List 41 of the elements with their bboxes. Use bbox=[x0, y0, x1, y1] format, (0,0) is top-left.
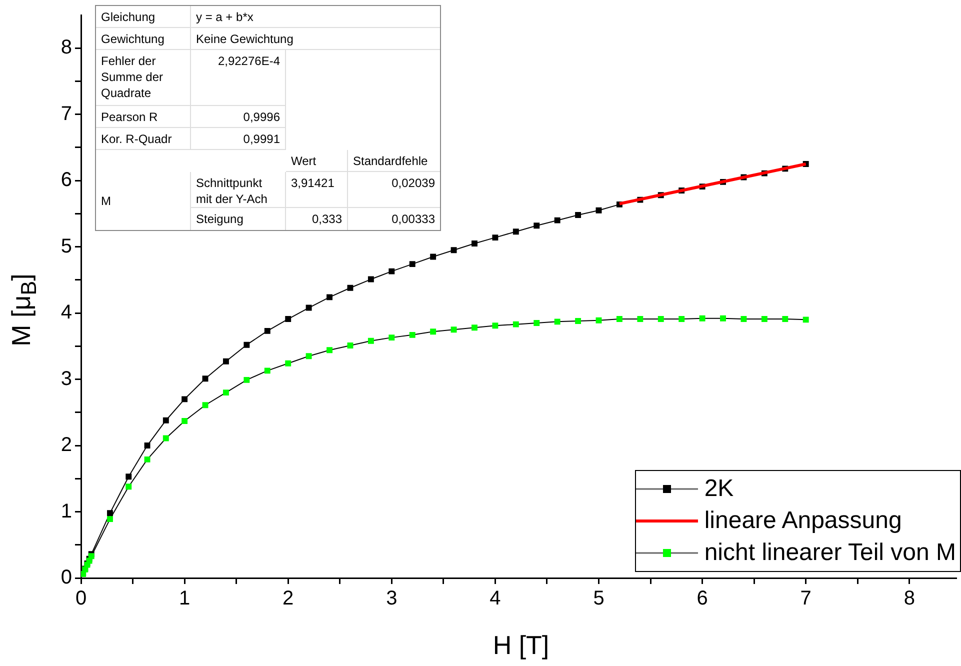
x-tick-label: 5 bbox=[593, 588, 604, 610]
x-tick-label: 6 bbox=[696, 588, 708, 610]
x-axis-title: H [T] bbox=[492, 630, 550, 661]
annotation: 0,02039 bbox=[392, 175, 435, 191]
y-tick-label: 0 bbox=[60, 566, 72, 589]
x-tick-label: 2 bbox=[282, 588, 294, 610]
annotation: M bbox=[101, 193, 111, 209]
annotation: 0,9991 bbox=[243, 131, 280, 147]
annotation: 0,00333 bbox=[392, 211, 435, 227]
annotation: Kor. R-Quadr bbox=[101, 131, 172, 147]
y-tick-label: 8 bbox=[60, 36, 72, 59]
annotation: Standardfehle bbox=[353, 153, 428, 169]
annotation: Schnittpunkt mit der Y-Ach bbox=[196, 175, 268, 207]
y-tick-label: 6 bbox=[60, 169, 72, 192]
legend-label: 2K bbox=[704, 475, 734, 503]
annotation: Steigung bbox=[196, 211, 244, 227]
x-tick-label: 3 bbox=[386, 588, 398, 610]
annotation: Keine Gewichtung bbox=[196, 31, 294, 47]
y-tick-label: 7 bbox=[60, 102, 72, 125]
x-tick-label: 1 bbox=[178, 588, 190, 610]
y-tick-label: 4 bbox=[60, 302, 72, 324]
annotation: Gewichtung bbox=[101, 31, 164, 47]
annotation: Fehler der Summe der Quadrate bbox=[101, 53, 164, 101]
annotation: 2,92276E-4 bbox=[218, 53, 280, 69]
annotation: 3,91421 bbox=[291, 175, 334, 191]
legend-label: lineare Anpassung bbox=[704, 507, 902, 535]
x-tick-label: 7 bbox=[800, 588, 812, 610]
y-tick-label: 2 bbox=[60, 434, 72, 456]
annotation: Gleichung bbox=[101, 9, 156, 25]
legend-label: nicht linearer Teil von M bbox=[704, 539, 956, 567]
annotation: Pearson R bbox=[101, 109, 158, 125]
annotation: y = a + b*x bbox=[196, 9, 254, 25]
x-tick-label: 0 bbox=[75, 588, 87, 610]
annotation: 0,9996 bbox=[243, 109, 280, 125]
x-tick-label: 8 bbox=[904, 588, 915, 610]
y-tick-label: 3 bbox=[60, 368, 72, 390]
y-tick-label: 1 bbox=[60, 500, 72, 522]
annotation: 0,333 bbox=[312, 211, 342, 227]
x-tick-label: 4 bbox=[490, 588, 501, 610]
annotation: Wert bbox=[291, 153, 316, 169]
y-tick-label: 5 bbox=[60, 235, 72, 258]
